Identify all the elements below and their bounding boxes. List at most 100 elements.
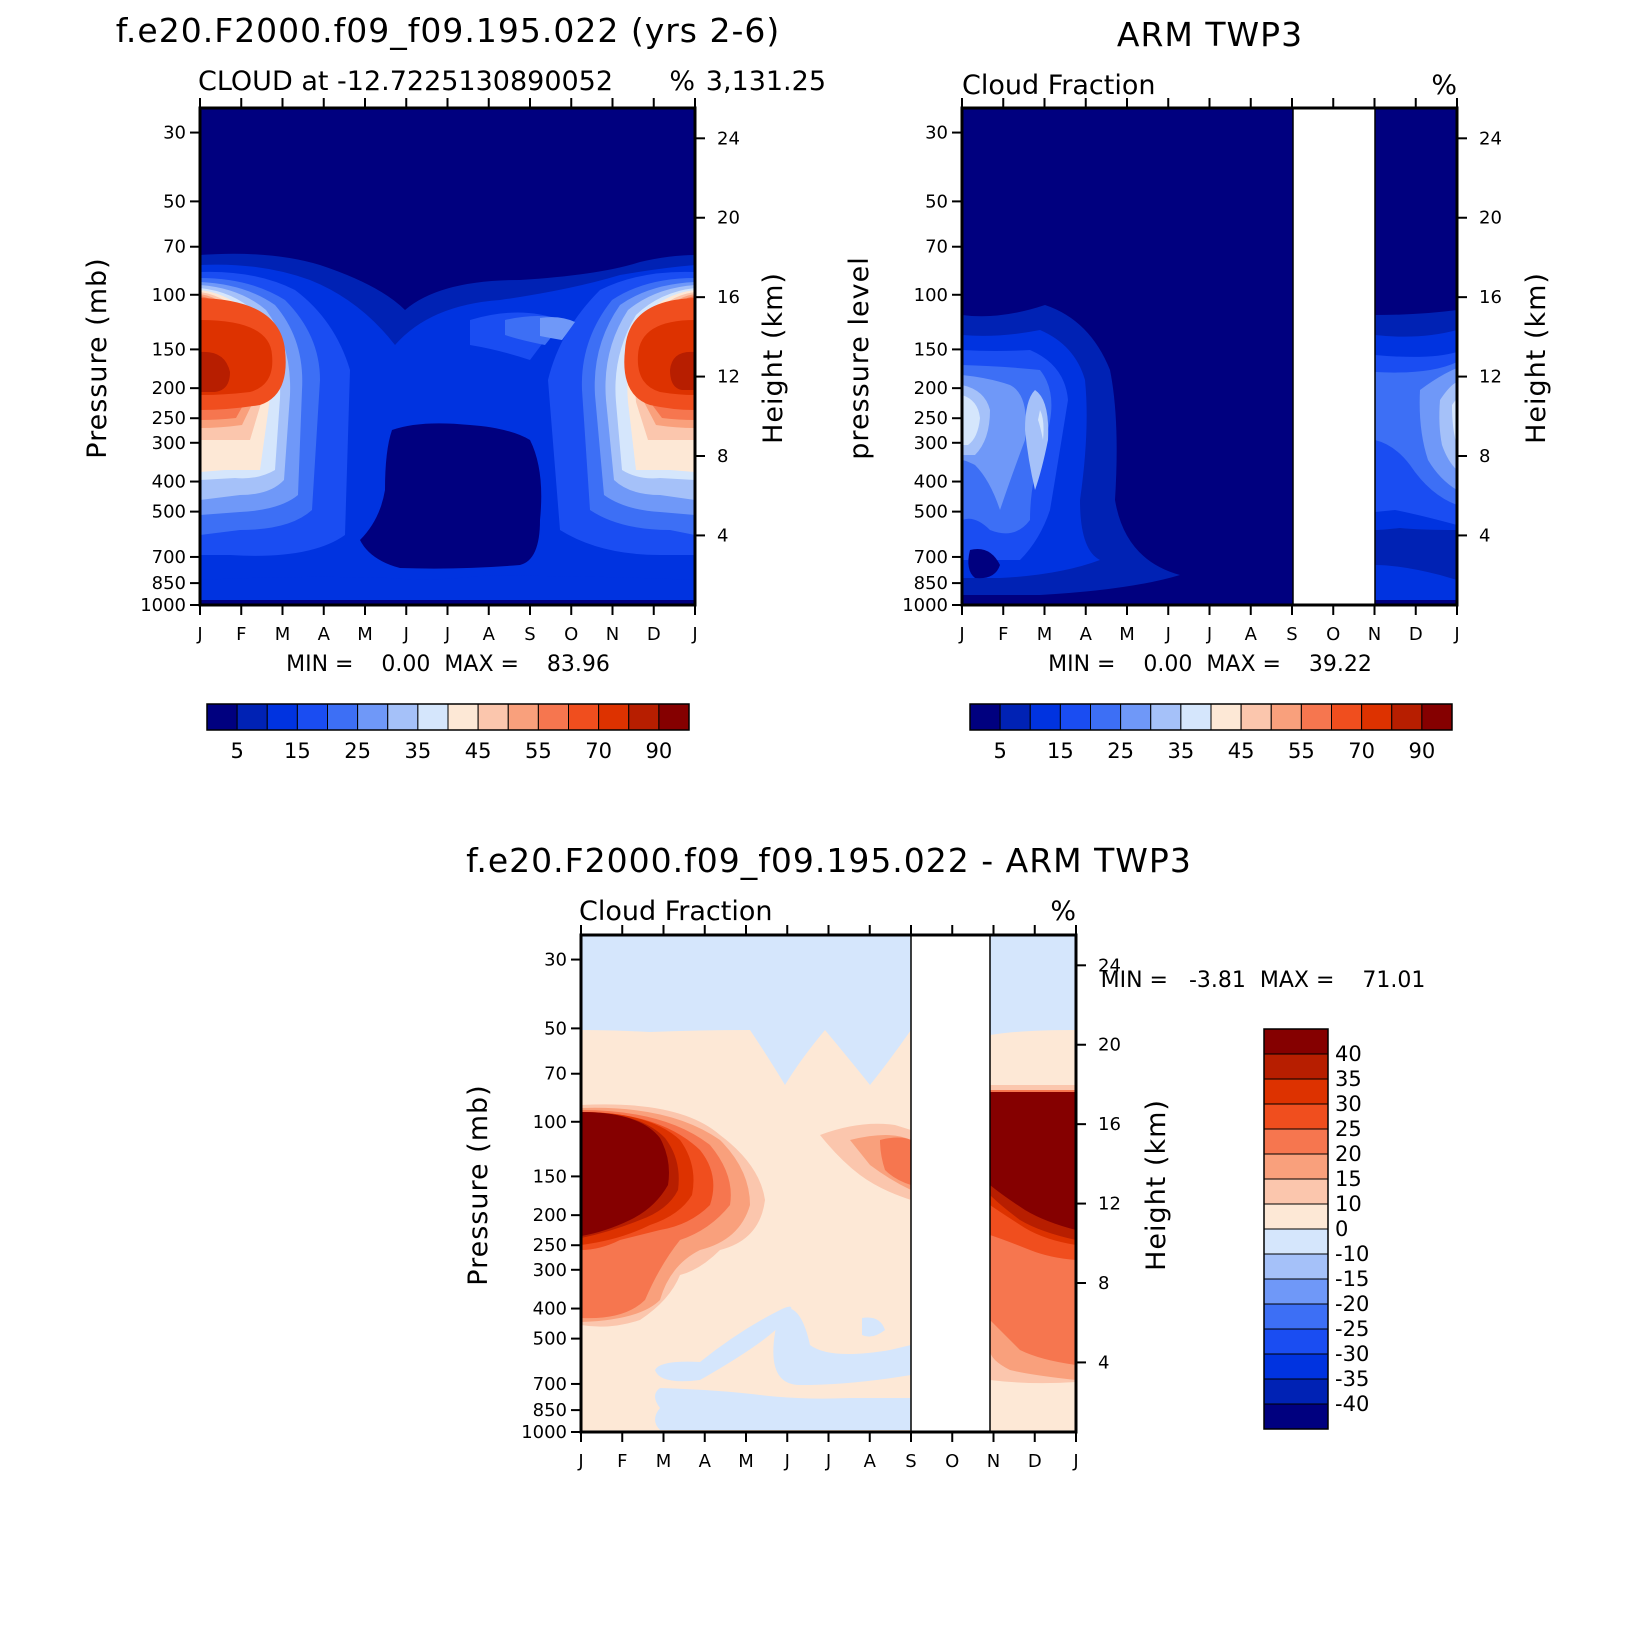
obs-pressure-tick-label-3: 100 bbox=[914, 285, 948, 306]
model-colorbar-label-5: 55 bbox=[525, 739, 552, 763]
model-height-tick-label-5: 4 bbox=[717, 525, 728, 546]
obs-colorbar-swatch-9 bbox=[1240, 703, 1272, 731]
model-colorbar-swatch-12 bbox=[568, 703, 600, 731]
diff-pressure-tick-label-9: 500 bbox=[533, 1329, 567, 1350]
model-colorbar-swatch-3 bbox=[296, 703, 328, 731]
obs-contour-level-8 bbox=[962, 395, 1044, 445]
model-colorbar-swatch-4 bbox=[327, 703, 359, 731]
model-colorbar-swatch-14 bbox=[628, 703, 660, 731]
panel-model-colorbar: 5 15 25 35 45 55 70 90 bbox=[206, 703, 690, 763]
panel-diff-ylabel-right: Height (km) bbox=[1141, 1099, 1172, 1271]
diff-month-label-0: J bbox=[577, 1451, 583, 1472]
panel-obs-stats: MIN = 0.00 MAX = 39.22 bbox=[1048, 652, 1372, 677]
obs-colorbar-label-3: 35 bbox=[1168, 739, 1195, 763]
obs-month-label-3: A bbox=[1080, 624, 1093, 645]
obs-month-label-8: S bbox=[1286, 624, 1297, 645]
obs-month-label-9: O bbox=[1326, 624, 1340, 645]
model-month-label-6: J bbox=[444, 624, 450, 645]
model-height-tick-label-0: 24 bbox=[717, 128, 740, 149]
model-contour-level-13 bbox=[200, 298, 695, 410]
diff-colorbar-swatch-10 bbox=[1263, 1278, 1329, 1305]
model-month-label-3: A bbox=[318, 624, 331, 645]
diff-height-tick-label-1: 20 bbox=[1098, 1035, 1121, 1056]
diff-pressure-tick-label-11: 850 bbox=[533, 1400, 567, 1421]
obs-month-label-1: F bbox=[998, 624, 1008, 645]
diff-missing-months bbox=[911, 935, 990, 1432]
model-colorbar-swatch-13 bbox=[598, 703, 630, 731]
diff-colorbar-swatch-7 bbox=[1263, 1203, 1329, 1230]
obs-month-label-2: M bbox=[1037, 624, 1053, 645]
obs-colorbar-swatch-6 bbox=[1150, 703, 1182, 731]
obs-colorbar-swatch-12 bbox=[1331, 703, 1363, 731]
model-month-label-2: M bbox=[275, 624, 291, 645]
model-colorbar-swatch-7 bbox=[417, 703, 449, 731]
obs-colorbar-swatch-13 bbox=[1361, 703, 1393, 731]
model-pressure-tick-label-2: 70 bbox=[163, 237, 186, 258]
panel-obs-units: % bbox=[1431, 70, 1457, 101]
diff-month-label-10: N bbox=[987, 1451, 1000, 1472]
diff-colorbar-label-8: -10 bbox=[1335, 1242, 1369, 1266]
obs-month-label-4: M bbox=[1119, 624, 1135, 645]
obs-pressure-tick-label-4: 150 bbox=[914, 339, 948, 360]
model-month-label-8: S bbox=[524, 624, 535, 645]
model-pressure-tick-label-3: 100 bbox=[152, 285, 186, 306]
model-colorbar-label-4: 45 bbox=[465, 739, 492, 763]
diff-month-label-4: M bbox=[738, 1451, 754, 1472]
panel-diff-subtitle: Cloud Fraction bbox=[579, 896, 772, 927]
diff-pressure-tick-label-8: 400 bbox=[533, 1299, 567, 1320]
obs-colorbar-label-5: 55 bbox=[1288, 739, 1315, 763]
diff-colorbar-label-7: 0 bbox=[1335, 1217, 1348, 1241]
panel-model: f.e20.F2000.f09_f09.195.022 (yrs 2-6) CL… bbox=[82, 11, 826, 763]
panel-obs-colorbar: 5 15 25 35 45 55 70 90 bbox=[969, 703, 1453, 763]
model-month-label-12: J bbox=[691, 624, 697, 645]
model-colorbar-swatch-10 bbox=[507, 703, 539, 731]
obs-month-label-0: J bbox=[958, 624, 964, 645]
model-colorbar-swatch-1 bbox=[236, 703, 268, 731]
diff-colorbar-label-9: -15 bbox=[1335, 1267, 1369, 1291]
obs-missing-months bbox=[1293, 108, 1375, 605]
model-colorbar-label-0: 5 bbox=[230, 739, 243, 763]
obs-colorbar-label-4: 45 bbox=[1228, 739, 1255, 763]
diff-colorbar-swatch-14 bbox=[1263, 1378, 1329, 1405]
diff-month-label-11: D bbox=[1028, 1451, 1042, 1472]
obs-pressure-tick-label-9: 500 bbox=[914, 502, 948, 523]
panel-diff: f.e20.F2000.f09_f09.195.022 - ARM TWP3 C… bbox=[463, 841, 1425, 1472]
model-contour-level-14 bbox=[200, 320, 695, 395]
obs-contour-level-7 bbox=[962, 385, 1049, 490]
diff-month-label-12: J bbox=[1072, 1451, 1078, 1472]
diff-height-tick-label-4: 8 bbox=[1098, 1273, 1109, 1294]
model-colorbar-swatch-6 bbox=[387, 703, 419, 731]
obs-pressure-tick-label-11: 850 bbox=[914, 573, 948, 594]
model-month-label-11: D bbox=[647, 624, 661, 645]
model-colorbar-label-7: 90 bbox=[646, 739, 673, 763]
model-pressure-tick-label-7: 300 bbox=[152, 433, 186, 454]
obs-pressure-tick-label-12: 1000 bbox=[902, 595, 948, 616]
panel-diff-plot-area bbox=[581, 935, 1076, 1432]
diff-colorbar-label-5: 15 bbox=[1335, 1167, 1362, 1191]
obs-height-tick-label-0: 24 bbox=[1479, 128, 1502, 149]
model-colorbar-swatch-9 bbox=[477, 703, 509, 731]
model-month-label-7: A bbox=[483, 624, 496, 645]
diff-colorbar-swatch-8 bbox=[1263, 1228, 1329, 1255]
obs-contour-level-15 bbox=[1439, 382, 1457, 470]
obs-colorbar-swatch-11 bbox=[1300, 703, 1332, 731]
model-pressure-tick-label-9: 500 bbox=[152, 502, 186, 523]
diff-colorbar-label-4: 20 bbox=[1335, 1142, 1362, 1166]
obs-month-label-11: D bbox=[1409, 624, 1423, 645]
model-colorbar-swatch-11 bbox=[537, 703, 569, 731]
obs-colorbar-label-6: 70 bbox=[1348, 739, 1375, 763]
panel-diff-ylabel: Pressure (mb) bbox=[463, 1084, 494, 1285]
obs-pressure-tick-label-2: 70 bbox=[925, 237, 948, 258]
model-month-label-10: N bbox=[606, 624, 619, 645]
diff-pressure-tick-label-2: 70 bbox=[544, 1064, 567, 1085]
diff-contour-level-3 bbox=[655, 1306, 911, 1385]
diff-colorbar-swatch-15 bbox=[1263, 1403, 1329, 1430]
model-height-tick-label-4: 8 bbox=[717, 446, 728, 467]
panel-model-title: f.e20.F2000.f09_f09.195.022 (yrs 2-6) bbox=[116, 11, 781, 50]
obs-colorbar-swatch-10 bbox=[1270, 703, 1302, 731]
diff-colorbar-label-12: -30 bbox=[1335, 1342, 1369, 1366]
model-month-label-4: M bbox=[357, 624, 373, 645]
model-pressure-tick-label-4: 150 bbox=[152, 339, 186, 360]
model-pressure-tick-label-0: 30 bbox=[163, 123, 186, 144]
